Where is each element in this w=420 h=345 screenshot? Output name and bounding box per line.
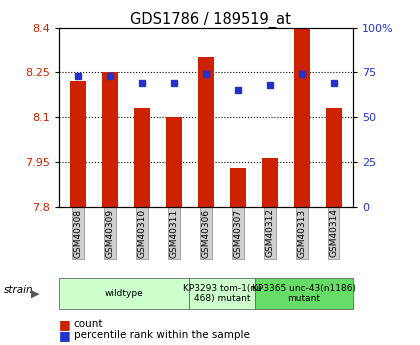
Bar [134,108,150,207]
Text: percentile rank within the sample: percentile rank within the sample [74,331,249,340]
Bar [102,72,118,207]
Text: KP3365 unc-43(n1186)
mutant: KP3365 unc-43(n1186) mutant [252,284,356,303]
Bar [326,108,341,207]
Text: GDS1786 / 189519_at: GDS1786 / 189519_at [129,12,291,28]
Bar [166,117,182,207]
Bar [230,168,246,207]
Text: KP3293 tom-1(nu
468) mutant: KP3293 tom-1(nu 468) mutant [183,284,262,303]
Text: wildtype: wildtype [105,289,144,298]
Text: ■: ■ [59,318,71,331]
Bar [198,58,214,207]
Bar [262,158,278,207]
Text: ▶: ▶ [32,288,40,298]
Text: strain: strain [4,286,34,295]
Bar [294,28,310,207]
Text: count: count [74,319,103,329]
Text: ■: ■ [59,329,71,342]
Bar [70,81,86,207]
